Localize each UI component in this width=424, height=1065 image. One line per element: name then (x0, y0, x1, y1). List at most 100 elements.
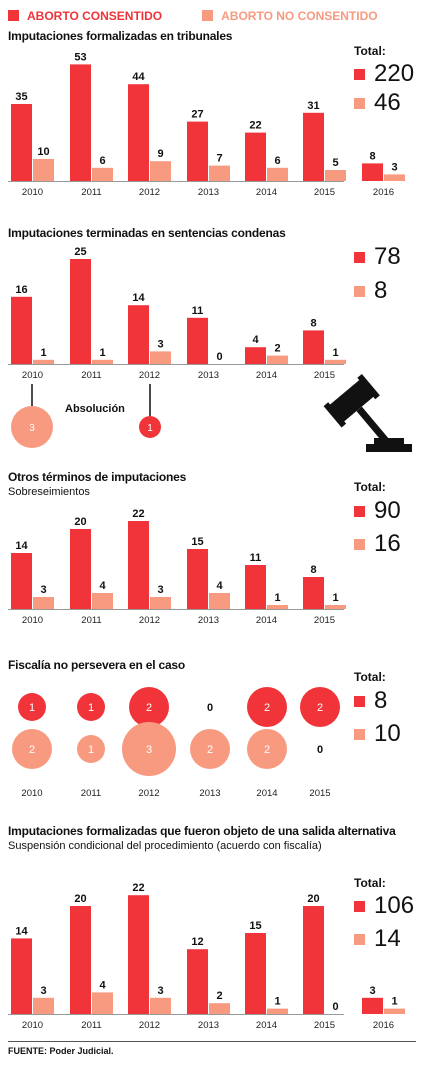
chart-1-total-label: Total: (354, 44, 386, 58)
chart-1-bar-consentido-2014 (245, 132, 266, 181)
chart-4-tick-label: 2012 (138, 788, 159, 799)
chart-5-value-label: 1 (391, 996, 397, 1008)
chart-1-value-label: 5 (332, 157, 338, 169)
chart-2-tick-label: 2012 (139, 370, 160, 381)
chart-2-bar-consentido-2011 (70, 259, 91, 364)
chart-3-bar-no-consentido-2012 (150, 597, 171, 609)
chart-5-value-label: 22 (132, 882, 144, 894)
chart-5-value-label: 4 (99, 979, 106, 991)
chart-1-value-label: 8 (369, 150, 375, 162)
chart-5-value-label: 14 (15, 925, 28, 937)
chart-1-bar-no-consentido-2016 (384, 174, 405, 181)
legend-swatch-consentido (8, 10, 19, 22)
chart-3-bar-no-consentido-2010 (33, 597, 54, 609)
chart-4-bubble-consentido-2015 (300, 687, 340, 727)
chart-4-bubble-label: 2 (264, 702, 270, 714)
chart-3-title: Otros términos de imputaciones (8, 470, 187, 484)
chart-4-bubble-no-consentido-2012 (122, 722, 176, 776)
chart-4-bubble-label: 3 (146, 744, 152, 756)
chart-5-tick-label: 2013 (198, 1020, 219, 1031)
chart-2-bar-no-consentido-2012 (150, 351, 171, 364)
chart-2-value-label: 2 (274, 343, 280, 355)
chart-3-value-label: 20 (74, 516, 86, 528)
chart-2-total-no-consentido-value: 8 (374, 277, 388, 304)
chart-1-value-label: 44 (132, 71, 145, 83)
chart-1-value-label: 6 (274, 155, 280, 167)
chart-4-bubble-label: 0 (317, 744, 323, 756)
chart-2-value-label: 11 (192, 305, 204, 317)
chart-5-bar-consentido-2012 (128, 895, 149, 1014)
chart-3-value-label: 4 (99, 580, 106, 592)
chart-1-total-no-consentido-value: 46 (374, 89, 401, 116)
chart-1-tick-label: 2015 (314, 187, 335, 198)
chart-2-value-label: 8 (310, 317, 316, 329)
chart-4-bubble-label: 2 (207, 744, 213, 756)
chart-4-tick-label: 2014 (256, 788, 277, 799)
chart-4-bubble-label: 2 (146, 702, 152, 714)
chart-5-total-no-consentido-value: 14 (374, 925, 401, 952)
chart-2-value-label: 1 (40, 347, 46, 359)
chart-1-tick-label: 2014 (256, 187, 277, 198)
chart-2-bar-no-consentido-2015 (325, 359, 346, 364)
chart-3-bar-consentido-2010 (11, 553, 32, 609)
chart-5-value-label: 3 (157, 985, 163, 997)
chart-1-bar-consentido-2012 (128, 84, 149, 181)
chart-1-title: Imputaciones formalizadas en tribunales (8, 29, 233, 43)
chart-2-total-consentido-value: 78 (374, 243, 401, 270)
chart-1-bar-no-consentido-2013 (209, 165, 230, 181)
chart-5-tick-label: 2014 (256, 1020, 277, 1031)
chart-1-bar-consentido-2011 (70, 64, 91, 181)
chart-5-bar-no-consentido-2010 (33, 997, 54, 1014)
chart-1-value-label: 31 (307, 100, 319, 112)
chart-2-value-label: 14 (132, 292, 145, 304)
chart-3-value-label: 15 (191, 536, 203, 548)
chart-4-bubble-label: 1 (29, 702, 35, 714)
chart-4-tick-label: 2013 (199, 788, 220, 799)
chart-5-value-label: 12 (191, 936, 203, 948)
chart-1-tick-label: 2010 (22, 187, 43, 198)
chart-5-bar-consentido-2014 (245, 933, 266, 1014)
chart-4-bubble-label: 2 (264, 744, 270, 756)
chart-4-bubble-consentido-2010 (18, 693, 46, 721)
chart-5-bar-no-consentido-2012 (150, 997, 171, 1014)
chart-1-value-label: 10 (37, 146, 49, 158)
chart-5-tick-label: 2015 (314, 1020, 335, 1031)
chart-3-value-label: 1 (274, 592, 280, 604)
chart-5-bar-consentido-2010 (11, 938, 32, 1014)
chart-5-bar-consentido-2013 (187, 949, 208, 1014)
chart-5-value-label: 3 (40, 985, 46, 997)
chart-5-subtitle: Suspensión condicional del procedimiento… (8, 840, 322, 852)
chart-3-bar-consentido-2011 (70, 529, 91, 609)
chart-4-bubble-label: 1 (88, 744, 94, 756)
chart-2-bar-consentido-2012 (128, 305, 149, 364)
chart-3-value-label: 8 (310, 564, 316, 576)
chart-1-value-label: 6 (99, 155, 105, 167)
chart-4-tick-label: 2015 (309, 788, 330, 799)
chart-5-value-label: 20 (307, 893, 319, 905)
legend-label-consentido: ABORTO CONSENTIDO (27, 8, 163, 23)
chart-1-bar-consentido-2010 (11, 104, 32, 181)
chart-5-bar-no-consentido-2011 (92, 992, 113, 1014)
chart-4-bubble-no-consentido-2013 (190, 729, 230, 769)
chart-1-tick-label: 2013 (198, 187, 219, 198)
chart-1-bar-no-consentido-2012 (150, 161, 171, 181)
chart-4-bubble-label: 2 (317, 702, 323, 714)
chart-3-tick-label: 2011 (81, 615, 101, 626)
chart-5-value-label: 3 (369, 985, 375, 997)
chart-2-bar-no-consentido-2011 (92, 359, 113, 364)
chart-3-bar-consentido-2014 (245, 565, 266, 609)
chart-4-bubble-no-consentido-2011 (77, 735, 105, 763)
chart-4-title: Fiscalía no persevera en el caso (8, 658, 186, 672)
chart-4-total-no-consentido-value: 10 (374, 720, 401, 747)
legend-swatch-no-consentido (202, 10, 214, 22)
chart-5-bar-consentido-2015 (303, 906, 324, 1014)
chart-2-value-label: 3 (157, 338, 163, 350)
chart-2-tick-label: 2013 (198, 370, 219, 381)
chart-2-bar-no-consentido-2014 (267, 355, 288, 364)
chart-1-bar-consentido-2016 (362, 163, 383, 181)
chart-3-value-label: 11 (250, 552, 262, 564)
chart-5-value-label: 15 (249, 920, 261, 932)
chart-1-bar-no-consentido-2014 (267, 167, 288, 181)
chart-2-bar-consentido-2015 (303, 330, 324, 364)
chart-1-bar-no-consentido-2011 (92, 167, 113, 181)
